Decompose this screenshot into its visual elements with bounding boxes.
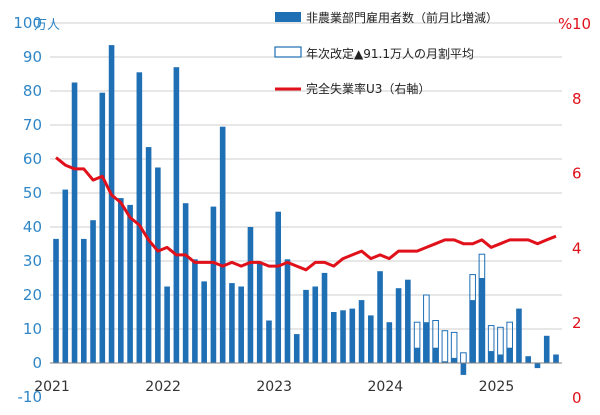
payroll-bar — [460, 363, 467, 375]
payroll-bar — [432, 347, 439, 363]
payroll-bar — [173, 67, 180, 363]
payroll-bar — [488, 351, 494, 363]
right-axis-unit: % — [558, 15, 572, 33]
left-tick-label: 0 — [32, 354, 42, 372]
right-tick-label: 10 — [572, 15, 591, 33]
payroll-bar — [414, 347, 420, 363]
payroll-bar — [534, 363, 541, 369]
payroll-bar — [284, 259, 291, 363]
left-tick-label: 50 — [23, 184, 42, 202]
payroll-bar — [293, 334, 300, 363]
payroll-bar — [182, 203, 189, 363]
left-tick-label: 10 — [23, 320, 42, 338]
payroll-bar — [330, 312, 337, 363]
payroll-bar — [71, 82, 78, 363]
payroll-bar — [469, 300, 476, 363]
payroll-bar — [368, 315, 374, 363]
payroll-bar — [312, 286, 319, 363]
payroll-bar — [145, 147, 152, 363]
payroll-bar — [405, 279, 411, 363]
payroll-bar — [386, 322, 393, 363]
payroll-bar — [497, 354, 504, 363]
legend: 非農業部門雇用者数（前月比増減） 年次改定▲91.1万人の月割平均 完全失業率U… — [274, 10, 498, 96]
payroll-bar — [543, 335, 550, 363]
x-tick-label: 2022 — [145, 379, 181, 395]
bar-series — [53, 45, 559, 375]
left-tick-label: 70 — [23, 116, 42, 134]
unemployment-line — [55, 156, 557, 272]
left-tick-label: 100 — [13, 14, 42, 32]
legend-label-hollow: 年次改定▲91.1万人の月割平均 — [306, 46, 474, 61]
payroll-bar — [303, 289, 309, 363]
left-tick-label: 80 — [23, 82, 42, 100]
right-tick-label: 6 — [572, 165, 582, 183]
left-tick-label: -10 — [18, 388, 43, 406]
payroll-bar — [506, 347, 513, 363]
payroll-bar — [340, 310, 346, 363]
x-tick-label: 2025 — [479, 379, 515, 395]
payroll-bar — [395, 288, 402, 363]
payroll-bar — [423, 322, 430, 363]
right-tick-label: 4 — [572, 239, 582, 257]
right-tick-label: 2 — [572, 314, 582, 332]
left-tick-label: 40 — [23, 218, 42, 236]
payroll-bar — [553, 354, 559, 363]
payroll-bar — [62, 189, 69, 363]
payroll-bar — [192, 259, 198, 363]
payroll-bar — [53, 238, 59, 363]
revision-bar — [460, 352, 467, 364]
payroll-bar — [451, 357, 457, 363]
payroll-bar — [136, 72, 143, 364]
right-tick-label: 8 — [572, 90, 582, 108]
legend-swatch-hollow — [274, 46, 302, 58]
payroll-bar — [80, 238, 87, 363]
legend-label-solid: 非農業部門雇用者数（前月比増減） — [306, 10, 498, 25]
x-tick-label: 2024 — [368, 379, 404, 395]
payroll-bar — [256, 262, 263, 363]
payroll-bar — [229, 283, 235, 363]
x-tick-label: 2023 — [256, 379, 292, 395]
left-tick-label: 60 — [23, 150, 42, 168]
payroll-bar — [358, 300, 365, 363]
payroll-bar — [108, 45, 115, 363]
payroll-bar — [155, 167, 161, 363]
gridlines — [50, 22, 562, 330]
payroll-bar — [201, 281, 207, 363]
legend-label-line: 完全失業率U3（右軸） — [306, 81, 430, 96]
revision-bar — [441, 330, 449, 364]
payroll-bar — [118, 198, 124, 363]
x-tick-label: 2021 — [34, 379, 70, 395]
axes: -10 0 10 20 30 40 50 60 70 80 90 100 0 2 4 6 8 10 2021 2022… — [13, 14, 591, 407]
payroll-bar — [525, 356, 532, 363]
payroll-bar — [219, 126, 226, 363]
payroll-bar — [516, 308, 522, 363]
left-axis-unit: 万人 — [34, 18, 60, 33]
legend-swatch-solid — [275, 12, 301, 22]
payroll-bar — [127, 204, 133, 363]
payroll-bar — [479, 278, 485, 363]
right-tick-label: 0 — [572, 389, 582, 407]
payroll-bar — [164, 286, 170, 363]
payroll-bar — [90, 220, 96, 363]
payroll-bar — [321, 272, 328, 363]
unemployment-series — [55, 156, 557, 272]
payroll-bar — [247, 227, 254, 363]
left-tick-label: 90 — [23, 48, 42, 66]
payroll-bar — [349, 308, 356, 363]
left-tick-label: 20 — [23, 286, 42, 304]
payroll-bar — [238, 286, 244, 363]
payroll-bar — [275, 211, 282, 363]
payroll-bar — [442, 361, 448, 363]
payroll-bar — [266, 320, 272, 363]
revision-series — [413, 253, 513, 364]
payroll-bar — [210, 206, 217, 363]
payroll-bar — [377, 271, 383, 363]
payroll-bar — [99, 92, 106, 363]
left-tick-label: 30 — [23, 252, 42, 270]
